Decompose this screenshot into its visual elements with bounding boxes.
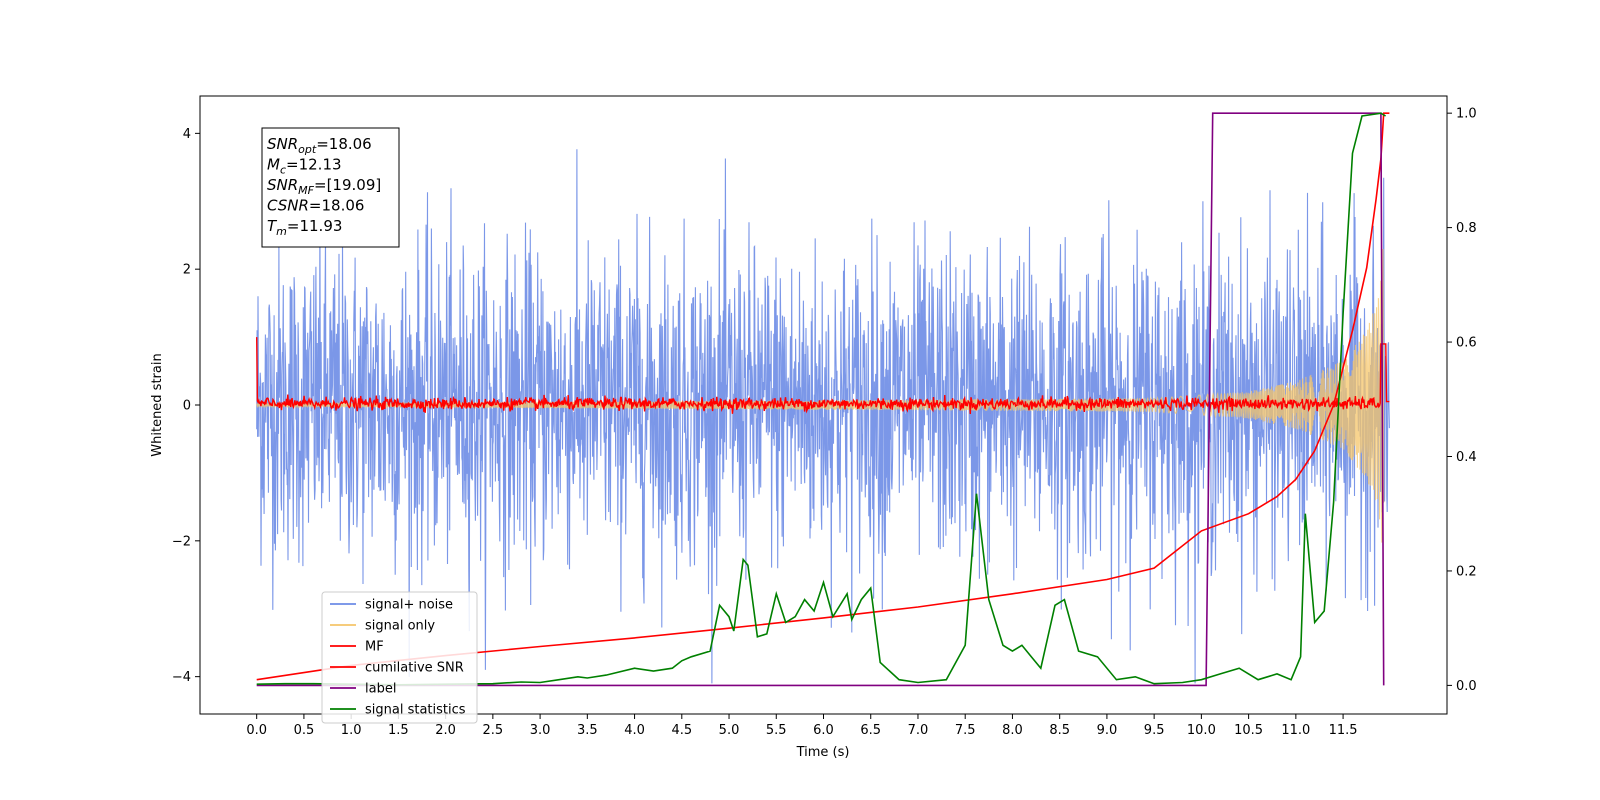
series-signal-plus-noise bbox=[256, 149, 1390, 684]
x-tick-label: 5.5 bbox=[766, 723, 787, 738]
x-tick-label: 0.0 bbox=[246, 723, 267, 738]
info-box: SNRopt=18.06Mc=12.13SNRMF=[19.09]CSNR=18… bbox=[261, 127, 400, 248]
x-tick-label: 5.0 bbox=[719, 723, 740, 738]
info-box-frame bbox=[261, 127, 400, 248]
x-tick-label: 11.0 bbox=[1281, 723, 1310, 738]
x-tick-label: 1.5 bbox=[388, 723, 409, 738]
x-tick-label: 9.5 bbox=[1144, 723, 1165, 738]
x-tick-label: 7.5 bbox=[955, 723, 976, 738]
y-left-tick-label: 4 bbox=[183, 127, 191, 142]
info-line: Tm=11.93 bbox=[267, 217, 342, 238]
y-left-tick-label: −2 bbox=[172, 534, 191, 549]
info-line: SNRopt=18.06 bbox=[267, 135, 372, 156]
series-layer bbox=[256, 112, 1390, 687]
x-tick-label: 2.5 bbox=[483, 723, 504, 738]
y-right-tick-label: 0.0 bbox=[1456, 679, 1477, 694]
y-left-tick-label: 2 bbox=[183, 263, 191, 278]
y-axis-right: 0.0 0.2 0.4 0.6 0.8 1.0 bbox=[1447, 107, 1477, 694]
legend-label: signal statistics bbox=[365, 703, 466, 718]
y-left-tick-label: 0 bbox=[183, 399, 191, 414]
x-tick-label: 11.5 bbox=[1329, 723, 1358, 738]
y-right-tick-label: 0.4 bbox=[1456, 450, 1477, 465]
x-tick-label: 10.5 bbox=[1234, 723, 1263, 738]
x-tick-label: 6.5 bbox=[860, 723, 881, 738]
x-axis-label: Time (s) bbox=[796, 745, 850, 760]
x-tick-label: 9.0 bbox=[1097, 723, 1118, 738]
y-axis-label: Whitened strain bbox=[150, 353, 165, 456]
series-label bbox=[256, 112, 1385, 687]
legend-label: label bbox=[365, 682, 396, 697]
legend-label: MF bbox=[365, 640, 384, 655]
x-tick-label: 6.0 bbox=[813, 723, 834, 738]
info-line: CSNR=18.06 bbox=[267, 197, 364, 215]
x-axis: 0.0 0.5 1.0 1.5 2.0 2.5 3.0 3.5 4.0 4.5 5.0 5.5 6.0 6… bbox=[246, 714, 1358, 738]
y-right-tick-label: 0.6 bbox=[1456, 336, 1477, 351]
info-line: Mc=12.13 bbox=[267, 156, 342, 177]
series-cumulative-snr bbox=[256, 112, 1390, 681]
y-right-tick-label: 0.8 bbox=[1456, 221, 1477, 236]
series-mf bbox=[256, 337, 1390, 415]
x-tick-label: 10.0 bbox=[1187, 723, 1216, 738]
series-signal-statistics bbox=[256, 112, 1387, 686]
x-tick-label: 0.5 bbox=[294, 723, 315, 738]
y-right-tick-label: 1.0 bbox=[1456, 107, 1477, 122]
legend-frame bbox=[321, 591, 478, 724]
legend-label: cumilative SNR bbox=[365, 661, 464, 676]
x-tick-label: 8.5 bbox=[1049, 723, 1070, 738]
legend-label: signal+ noise bbox=[365, 598, 453, 613]
x-tick-label: 3.0 bbox=[530, 723, 551, 738]
y-axis-left: −4 −2 0 2 4 bbox=[172, 127, 200, 685]
x-tick-label: 7.0 bbox=[908, 723, 929, 738]
legend: signal+ noise signal only MF cumilative SNR… bbox=[321, 591, 478, 724]
x-tick-label: 4.5 bbox=[671, 723, 692, 738]
info-line: SNRMF=[19.09] bbox=[267, 176, 381, 197]
x-tick-label: 4.0 bbox=[624, 723, 645, 738]
x-tick-label: 1.0 bbox=[341, 723, 362, 738]
y-left-tick-label: −4 bbox=[172, 670, 191, 685]
y-right-tick-label: 0.2 bbox=[1456, 564, 1477, 579]
x-tick-label: 2.0 bbox=[435, 723, 456, 738]
x-tick-label: 8.0 bbox=[1002, 723, 1023, 738]
x-tick-label: 3.5 bbox=[577, 723, 598, 738]
legend-label: signal only bbox=[365, 619, 435, 634]
